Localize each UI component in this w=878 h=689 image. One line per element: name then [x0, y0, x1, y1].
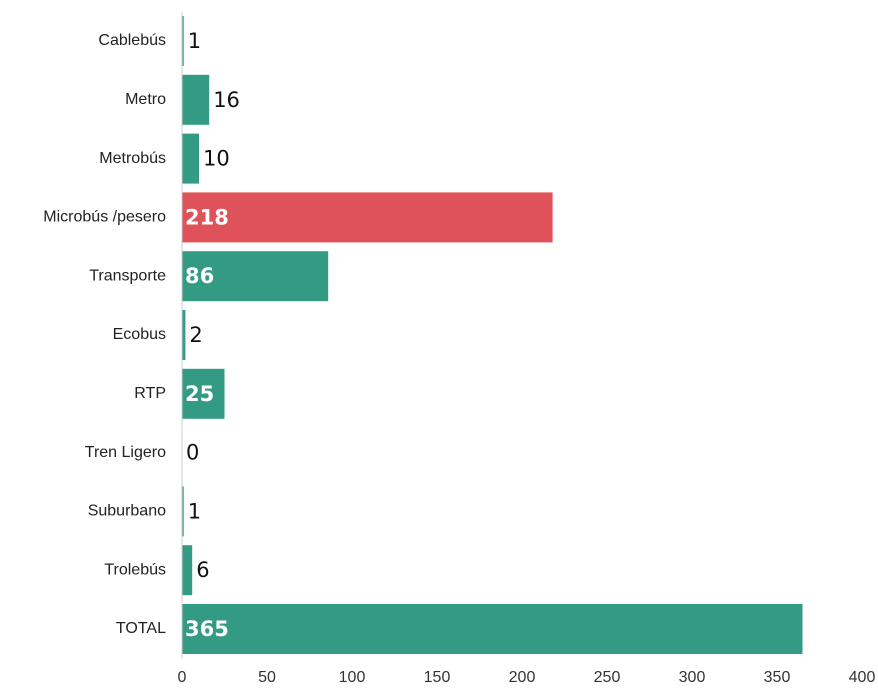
bar	[182, 545, 193, 596]
bar	[182, 74, 210, 125]
category-label: Transporte	[89, 267, 166, 284]
x-tick-label: 200	[509, 669, 536, 686]
bars-layer	[182, 16, 803, 654]
bar	[182, 486, 184, 537]
category-label: Tren Ligero	[85, 444, 166, 461]
value-label: 16	[213, 88, 240, 112]
x-tick-label: 100	[339, 669, 366, 686]
value-label: 2	[189, 323, 202, 347]
category-label: Metro	[125, 91, 166, 108]
bar	[182, 604, 803, 654]
category-label: Ecobus	[113, 326, 166, 343]
x-tick-label: 150	[424, 669, 451, 686]
value-label: 10	[203, 147, 230, 171]
bar	[182, 133, 199, 184]
x-tick-label: 400	[849, 669, 876, 686]
x-tick-label: 350	[764, 669, 791, 686]
x-tick-labels-layer: 0 50 100 150 200 250 300 350 400	[178, 669, 876, 686]
category-label: Cablebús	[98, 32, 166, 49]
value-label: 25	[185, 382, 214, 406]
x-tick-label: 300	[679, 669, 706, 686]
bar	[182, 368, 225, 419]
x-tick-label: 0	[178, 669, 187, 686]
value-label: 218	[185, 205, 229, 229]
bar	[182, 16, 184, 66]
bar	[182, 251, 329, 302]
value-label: 6	[196, 558, 209, 582]
value-label: 0	[186, 441, 199, 465]
category-label: Suburbano	[88, 503, 166, 520]
bar	[182, 192, 553, 243]
value-label: 1	[188, 499, 201, 523]
category-labels-layer: Cablebús Metro Metrobús Microbús /pesero Tra…	[43, 32, 166, 637]
x-tick-label: 250	[594, 669, 621, 686]
value-label: 1	[188, 29, 201, 53]
value-label: 86	[185, 264, 214, 288]
category-label: Trolebús	[104, 561, 166, 578]
x-tick-label: 50	[258, 669, 276, 686]
category-label: Microbús /pesero	[43, 209, 166, 226]
category-label: TOTAL	[116, 620, 166, 637]
bar	[182, 310, 186, 360]
category-label: Metrobús	[99, 150, 166, 167]
category-label: RTP	[134, 385, 166, 402]
value-label: 365	[185, 617, 229, 641]
